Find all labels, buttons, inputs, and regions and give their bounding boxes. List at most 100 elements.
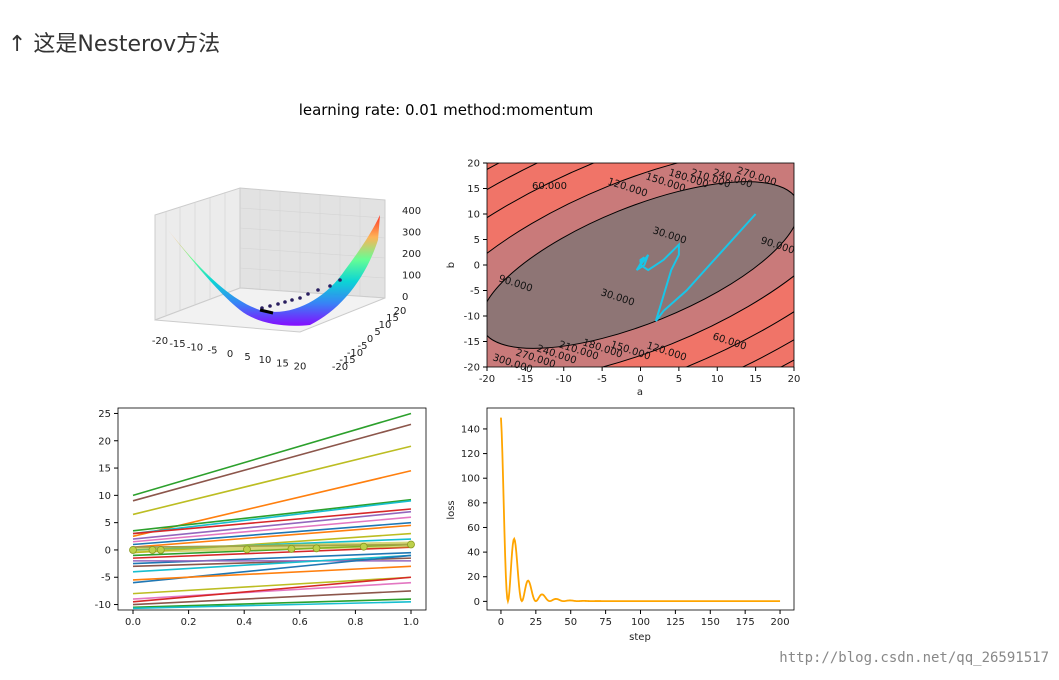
z-tick-label: 0 (402, 292, 408, 303)
x-tick-label: 20 (294, 362, 307, 373)
y-tick-label: -15 (464, 337, 480, 348)
x-tick-label: 100 (631, 617, 650, 628)
series-line (132, 423, 412, 502)
y-tick-label: 10 (467, 210, 480, 221)
y-tick-label: -10 (464, 312, 480, 323)
z-tick-label: 300 (402, 228, 421, 239)
series-line (132, 598, 412, 609)
series-line (132, 576, 412, 603)
x-tick-label: -15 (517, 374, 533, 385)
x-tick-label: 150 (701, 617, 720, 628)
x-tick-label: -15 (169, 339, 185, 350)
x-tick-labels: -20 -15 -10 -5 0 5 10 15 20 (479, 367, 801, 385)
x-tick-label: 1.0 (403, 617, 419, 628)
contour-label: 60.000 (532, 181, 567, 192)
z-tick-label: 400 (402, 206, 421, 217)
series-line (132, 498, 412, 532)
data-point (359, 542, 368, 551)
y-tick-label: -10 (95, 600, 111, 611)
series-line (132, 565, 412, 581)
contour-plot: 60.000 120.000 150.000 180.000 210.000 2… (446, 159, 801, 399)
y-tick-label: -5 (470, 286, 480, 297)
x-tick-label: 10 (711, 374, 724, 385)
x-tick-label: 0 (498, 617, 504, 628)
x-tick-label: -10 (556, 374, 572, 385)
data-point (312, 544, 321, 553)
regression-lines-plot: 0.0 0.2 0.4 0.6 0.8 1.0 -10 -5 0 5 10 15 20 25 (95, 407, 427, 628)
y-tick-label: 10 (379, 320, 392, 331)
x-tick-label: 0.0 (125, 617, 141, 628)
line-series (132, 412, 412, 610)
y-tick-label: -20 (332, 362, 348, 373)
data-points (129, 540, 415, 554)
loss-curve-plot: 0 25 50 75 100 125 150 175 200 0 20 40 60 80 100 120 14… (446, 407, 795, 643)
y-tick-label: 100 (461, 474, 480, 485)
figure-title: learning rate: 0.01 method:momentum (298, 101, 594, 119)
x-tick-labels: 0 25 50 75 100 125 150 175 200 (498, 610, 790, 628)
series-line (132, 576, 412, 595)
x-axis-label: step (629, 632, 651, 643)
y-tick-label: 60 (467, 523, 480, 534)
y-tick-label: 15 (386, 313, 399, 324)
series-line (132, 500, 412, 535)
y-tick-label: 80 (467, 498, 480, 509)
x-tick-labels: -20 -15 -10 -5 0 5 10 15 20 (152, 336, 307, 373)
series-line (132, 601, 412, 610)
y-tick-label: -10 (347, 348, 363, 359)
x-tick-label: 20 (788, 374, 801, 385)
y-tick-label: 120 (461, 449, 480, 460)
x-tick-label: 175 (736, 617, 755, 628)
x-tick-label: 15 (749, 374, 762, 385)
x-tick-label: 125 (666, 617, 685, 628)
series-line (132, 412, 412, 497)
data-point (156, 546, 165, 554)
y-tick-label: 0 (367, 334, 373, 345)
x-tick-label: 0.8 (347, 617, 363, 628)
y-tick-label: 20 (98, 436, 111, 447)
trajectory-segment (259, 308, 274, 315)
descent-path (635, 213, 757, 322)
y-tick-label: 0 (105, 545, 111, 556)
y-tick-labels: -10 -5 0 5 10 15 20 25 (95, 409, 118, 611)
y-tick-label: 15 (467, 184, 480, 195)
x-tick-label: -5 (597, 374, 607, 385)
y-tick-label: -20 (464, 363, 480, 374)
x-tick-label: 0 (637, 374, 643, 385)
x-tick-label: 5 (676, 374, 682, 385)
x-tick-label: 0.4 (236, 617, 252, 628)
x-tick-label: -5 (208, 346, 218, 357)
x-tick-label: 200 (770, 617, 789, 628)
z-tick-label: 200 (402, 249, 421, 260)
x-tick-labels: 0.0 0.2 0.4 0.6 0.8 1.0 (125, 610, 419, 628)
loss-surface (168, 215, 380, 326)
series-line (132, 445, 412, 516)
page-heading: ↑ 这是Nesterov方法 (8, 32, 221, 57)
y-tick-label: -5 (101, 573, 111, 584)
x-tick-label: -10 (187, 342, 203, 353)
data-point (287, 544, 296, 553)
y-tick-label: 0 (474, 261, 480, 272)
data-point (243, 545, 251, 554)
series-line (132, 590, 412, 606)
series-line (132, 581, 412, 600)
series-line (132, 554, 412, 573)
z-tick-labels: 0 100 200 300 400 (402, 206, 421, 303)
x-tick-label: -20 (479, 374, 495, 385)
surface-3d-plot: -20 -15 -10 -5 0 5 10 15 20 -20-15-10-505101520 … (152, 187, 421, 373)
y-tick-label: 10 (98, 491, 111, 502)
y-tick-label: 15 (98, 464, 111, 475)
x-tick-label: 15 (276, 358, 289, 369)
y-tick-label: 20 (394, 306, 407, 317)
series-line (132, 551, 412, 565)
y-tick-label: 20 (467, 572, 480, 583)
y-tick-label: 0 (474, 597, 480, 608)
x-tick-label: 0.2 (181, 617, 197, 628)
x-tick-label: 10 (259, 355, 272, 366)
y-tick-label: -5 (358, 341, 368, 352)
y-axis-label: loss (446, 500, 457, 519)
y-axis-label: b (446, 262, 457, 268)
series-line (132, 510, 412, 540)
y-tick-label: 5 (105, 518, 111, 529)
x-tick-label: 0.6 (292, 617, 308, 628)
